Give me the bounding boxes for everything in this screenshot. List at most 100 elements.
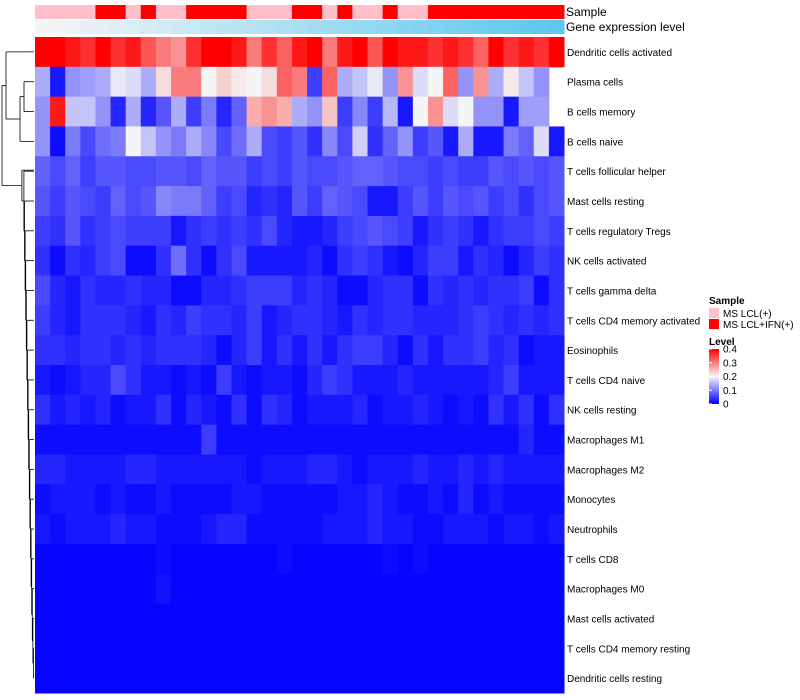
sample-annotation-cell: [488, 5, 505, 19]
heatmap-cell: [35, 66, 51, 98]
heatmap-cell: [397, 394, 414, 426]
heatmap-cell: [140, 484, 157, 515]
heatmap-cell: [412, 96, 429, 127]
heatmap-cell: [110, 335, 127, 366]
sample-annotation-cell: [458, 5, 474, 19]
heatmap-cell: [261, 573, 278, 605]
heatmap-cell: [548, 603, 565, 634]
heatmap-cell: [382, 633, 399, 664]
heatmap-cell: [427, 514, 444, 545]
row-label: Mast cells resting: [567, 197, 644, 208]
heatmap-cell: [125, 126, 142, 157]
heatmap-cell: [231, 394, 248, 426]
heatmap-cell: [427, 335, 444, 366]
legend-swatch-ms-lcl-ifn: [709, 319, 719, 329]
heatmap-cell: [246, 126, 263, 157]
heatmap-cell: [80, 424, 96, 455]
heatmap-cell: [518, 603, 535, 634]
heatmap-cell: [382, 514, 399, 545]
heatmap-cell: [397, 663, 414, 694]
heatmap-cell: [458, 126, 474, 157]
heatmap-cell: [216, 305, 232, 336]
heatmap-cell: [337, 156, 353, 187]
heatmap-cell: [307, 633, 323, 664]
heatmap-cell: [458, 603, 474, 634]
heatmap-cell: [548, 305, 565, 336]
heatmap-cell: [412, 66, 429, 98]
heatmap-cell: [276, 215, 293, 247]
heatmap-cell: [488, 543, 505, 575]
heatmap-cell: [186, 186, 202, 217]
heatmap-cell: [412, 454, 429, 485]
heatmap-cell: [35, 37, 51, 68]
heatmap-cell: [412, 305, 429, 336]
heatmap-cell: [95, 603, 112, 634]
heatmap-cell: [488, 573, 505, 605]
heatmap-cell: [216, 126, 232, 157]
heatmap-cell: [443, 305, 459, 336]
heatmap-cell: [125, 96, 142, 127]
expression-annotation-cell: [503, 20, 520, 34]
heatmap-cell: [125, 186, 142, 217]
heatmap-cell: [155, 663, 172, 694]
heatmap-cell: [307, 215, 323, 247]
heatmap-cell: [291, 365, 308, 396]
heatmap-cell: [337, 365, 353, 396]
heatmap-cell: [125, 365, 142, 396]
heatmap-cell: [322, 245, 338, 277]
heatmap-cell: [382, 215, 399, 247]
heatmap-cell: [246, 603, 263, 634]
heatmap-cell: [186, 245, 202, 277]
heatmap-cell: [95, 543, 112, 575]
heatmap-cell: [231, 365, 248, 396]
heatmap-cell: [367, 633, 384, 664]
heatmap-cell: [443, 663, 459, 694]
expression-annotation-cell: [412, 20, 429, 34]
heatmap-cell: [186, 394, 202, 426]
heatmap-cell: [503, 275, 520, 306]
heatmap-cell: [140, 603, 157, 634]
heatmap-cell: [35, 394, 51, 426]
heatmap-cell: [155, 335, 172, 366]
heatmap-cell: [503, 186, 520, 217]
heatmap-cell: [80, 573, 96, 605]
heatmap-cell: [397, 305, 414, 336]
sample-annotation-cell: [261, 5, 278, 19]
heatmap-cell: [473, 514, 489, 545]
heatmap-cell: [473, 245, 489, 277]
heatmap-cell: [412, 663, 429, 694]
heatmap-cell: [488, 37, 505, 68]
heatmap-cell: [337, 424, 353, 455]
heatmap-cell: [322, 126, 338, 157]
heatmap-cell: [186, 96, 202, 127]
heatmap-cell: [548, 454, 565, 485]
heatmap-cell: [291, 484, 308, 515]
heatmap-cell: [352, 156, 369, 187]
row-label: Macrophages M0: [567, 585, 645, 596]
heatmap-cell: [291, 633, 308, 664]
heatmap-cell: [352, 126, 369, 157]
heatmap-cell: [35, 215, 51, 247]
heatmap-cell: [352, 603, 369, 634]
heatmap-cell: [125, 394, 142, 426]
sample-annotation-cell: [140, 5, 157, 19]
heatmap-cell: [35, 424, 51, 455]
heatmap-cell: [50, 663, 66, 694]
heatmap-cell: [186, 275, 202, 306]
sample-annotation-cell: [548, 5, 565, 19]
heatmap-cell: [110, 394, 127, 426]
heatmap-cell: [65, 365, 81, 396]
heatmap-cell: [291, 514, 308, 545]
heatmap-cell: [367, 37, 384, 68]
heatmap-cell: [155, 126, 172, 157]
heatmap-cell: [276, 126, 293, 157]
heatmap-cell: [503, 394, 520, 426]
heatmap-cell: [397, 543, 414, 575]
heatmap-cell: [367, 603, 384, 634]
heatmap-cell: [322, 335, 338, 366]
heatmap-cell: [352, 215, 369, 247]
heatmap-cell: [291, 245, 308, 277]
heatmap-cell: [322, 484, 338, 515]
heatmap-cell: [110, 126, 127, 157]
heatmap-cell: [337, 454, 353, 485]
